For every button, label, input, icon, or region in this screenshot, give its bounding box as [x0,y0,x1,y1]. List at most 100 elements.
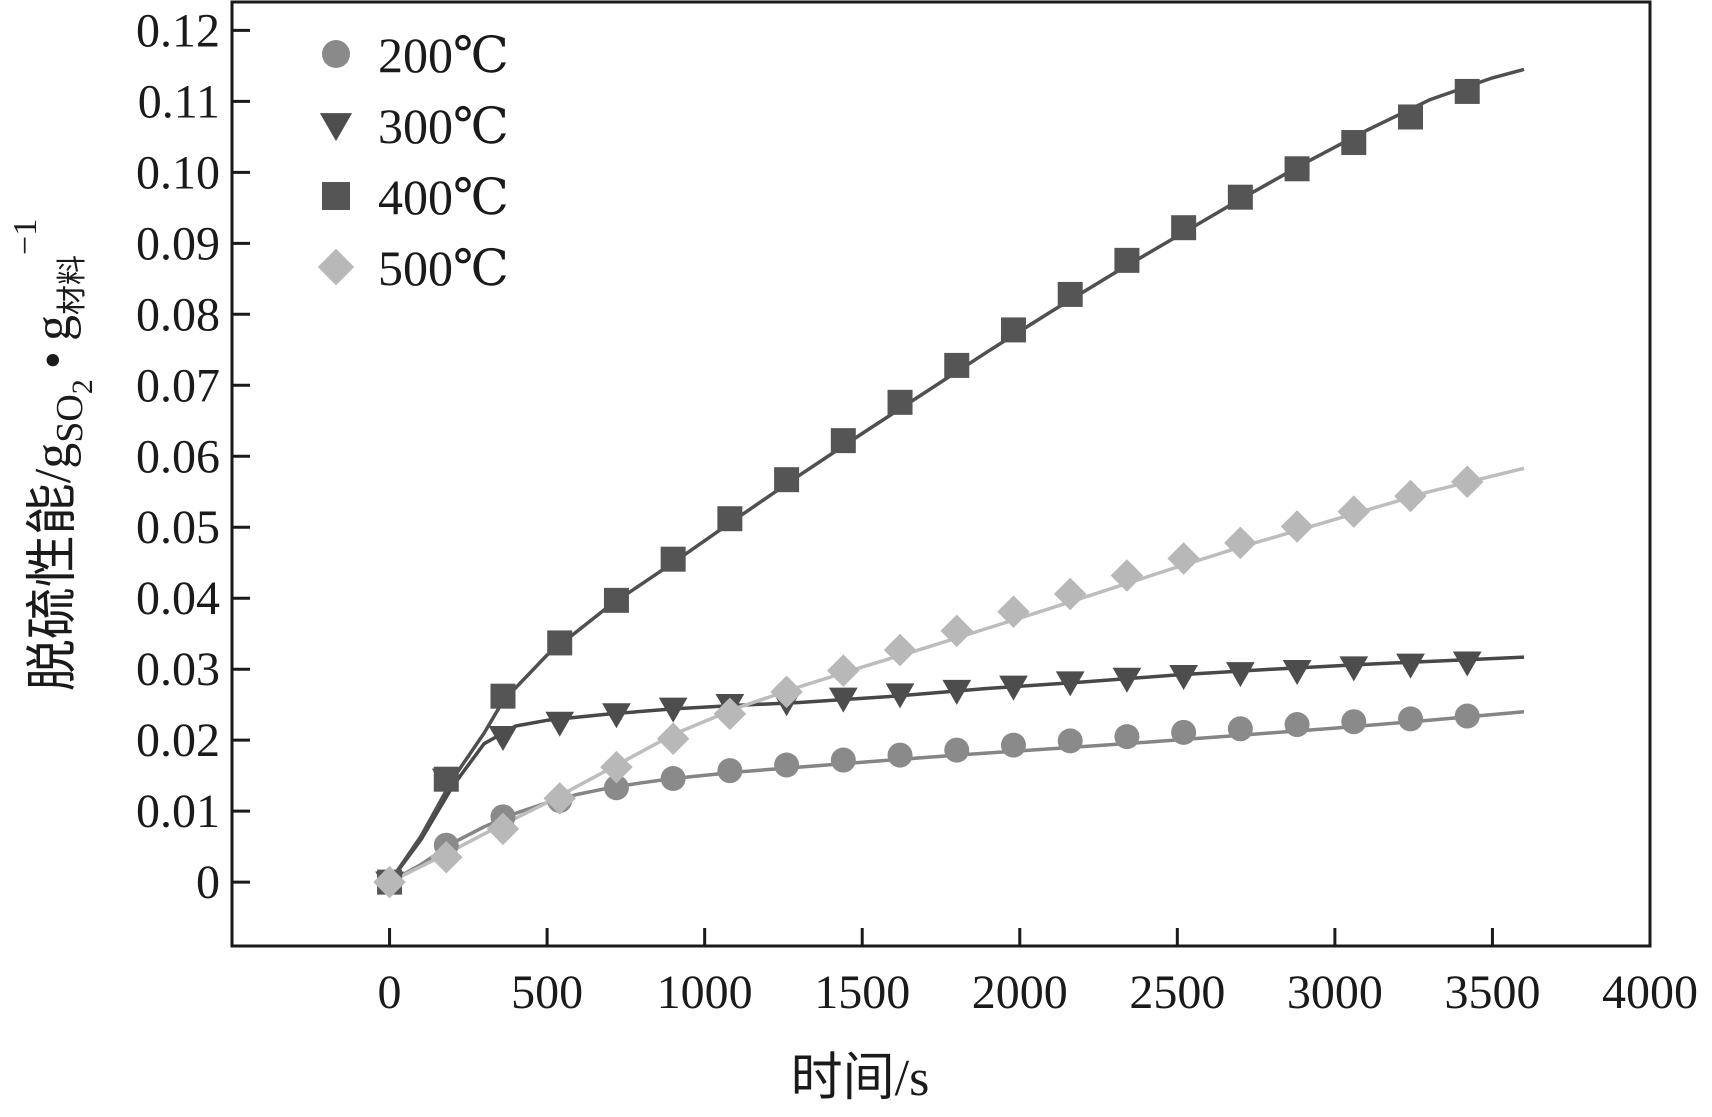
data-point-circle [1341,709,1367,735]
data-point-diamond [543,782,576,815]
data-point-square [1227,184,1253,210]
data-point-triangle-down [1112,667,1142,693]
data-point-triangle-down [885,683,915,709]
data-point-square [1341,130,1367,156]
x-tick-label: 1000 [657,966,753,1019]
legend-marker-triangle-down [319,113,353,142]
data-point-square [490,683,516,709]
data-point-diamond [997,595,1030,628]
data-point-circle [1284,712,1310,738]
legend-marker-diamond [317,248,355,286]
data-point-square [603,587,629,613]
data-point-triangle-down [1396,653,1425,679]
data-point-diamond [1337,495,1371,528]
y-axis-title: 脱硫性能/gSO2 • g材料 −1 [7,219,99,691]
plot-border [230,0,1652,948]
data-point-diamond [713,697,747,731]
data-point-triangle-down [1282,659,1312,685]
data-point-square [433,766,459,792]
data-point-circle [944,737,970,763]
data-point-triangle-down [1339,656,1369,682]
data-point-triangle-down [1452,651,1482,677]
y-axis-title-sub2: 材料 [56,255,89,315]
data-point-diamond [1053,577,1087,611]
y-tick-label: 0.12 [136,4,220,57]
data-point-circle [1227,716,1253,742]
data-point-diamond [373,865,406,899]
y-tick-label: 0.11 [138,75,220,128]
y-tick-label: 0.06 [136,430,220,483]
plot-frame [230,0,1652,948]
legend-label: 200℃ [378,27,509,83]
series-2-points [375,651,1482,897]
data-point-circle [830,747,856,773]
data-point-diamond [827,654,860,687]
data-point-circle [717,758,743,784]
y-axis-title-sub1-sub: 2 [66,379,99,394]
data-point-diamond [430,841,463,874]
data-point-triangle-down [488,725,518,751]
data-point-square [1000,317,1026,343]
data-point-circle [660,765,686,791]
data-point-triangle-down [658,697,688,723]
data-point-diamond [1280,510,1314,543]
y-axis-title-dot: • [25,351,82,369]
data-point-diamond [656,722,690,755]
data-point-diamond [883,633,917,667]
legend: 200℃ 300℃ 400℃ 500℃ [317,27,509,296]
data-point-square [660,546,686,572]
y-tick-label: 0.05 [136,501,220,554]
data-point-circle [887,742,913,768]
legend-marker-square [322,182,350,210]
data-point-triangle-down [1169,664,1199,690]
legend-label: 400℃ [378,169,509,225]
data-point-diamond [1394,479,1427,513]
data-point-circle [1114,724,1140,750]
data-point-circle [1398,706,1424,732]
data-point-diamond [1450,465,1484,499]
data-point-diamond [600,750,633,784]
x-tick-label: 0 [378,966,402,1019]
y-tick-label: 0.09 [136,217,220,270]
data-point-diamond [1110,559,1144,592]
data-point-square [887,389,913,415]
data-point-square [830,428,856,454]
x-axis-title: 时间/s [791,1050,930,1107]
data-point-triangle-down [942,679,972,705]
y-tick-label: 0 [196,856,220,909]
data-point-square [1057,281,1083,307]
data-point-circle [1057,728,1083,754]
x-tick-label: 500 [511,966,583,1019]
x-tick-label: 3000 [1287,966,1383,1019]
legend-label: 500℃ [378,240,509,296]
data-point-circle [1171,719,1197,745]
data-point-triangle-down [602,703,631,729]
series-line-1 [388,710,1525,884]
data-point-triangle-down [999,675,1028,701]
x-tick-label: 3500 [1444,966,1540,1019]
x-axis: 0 500 1000 1500 2000 2500 3000 3500 4000 [378,928,1698,1019]
data-point-square [1454,78,1480,104]
y-tick-label: 0.02 [136,714,220,767]
data-point-circle [1454,703,1480,729]
data-point-circle [1000,732,1026,758]
y-axis: 0 0.01 0.02 0.03 0.04 0.05 0.06 0.07 0.08 0.09 0.1… [136,4,250,909]
data-point-square [1171,215,1197,241]
y-axis-title-g: g [25,315,82,341]
series-1-points [377,703,1480,895]
data-point-triangle-down [1055,671,1085,697]
legend-label: 300℃ [378,98,509,154]
legend-marker-circle [322,40,350,68]
data-point-triangle-down [545,711,575,737]
data-point-square [1284,156,1310,182]
data-point-diamond [1224,526,1257,560]
y-axis-title-sub1: SO [49,394,91,443]
y-tick-label: 0.10 [136,146,220,199]
data-point-square [774,467,800,493]
series-markers [373,78,1484,899]
data-point-diamond [770,675,803,709]
series-3-points [377,78,1480,895]
data-point-square [1398,104,1424,130]
